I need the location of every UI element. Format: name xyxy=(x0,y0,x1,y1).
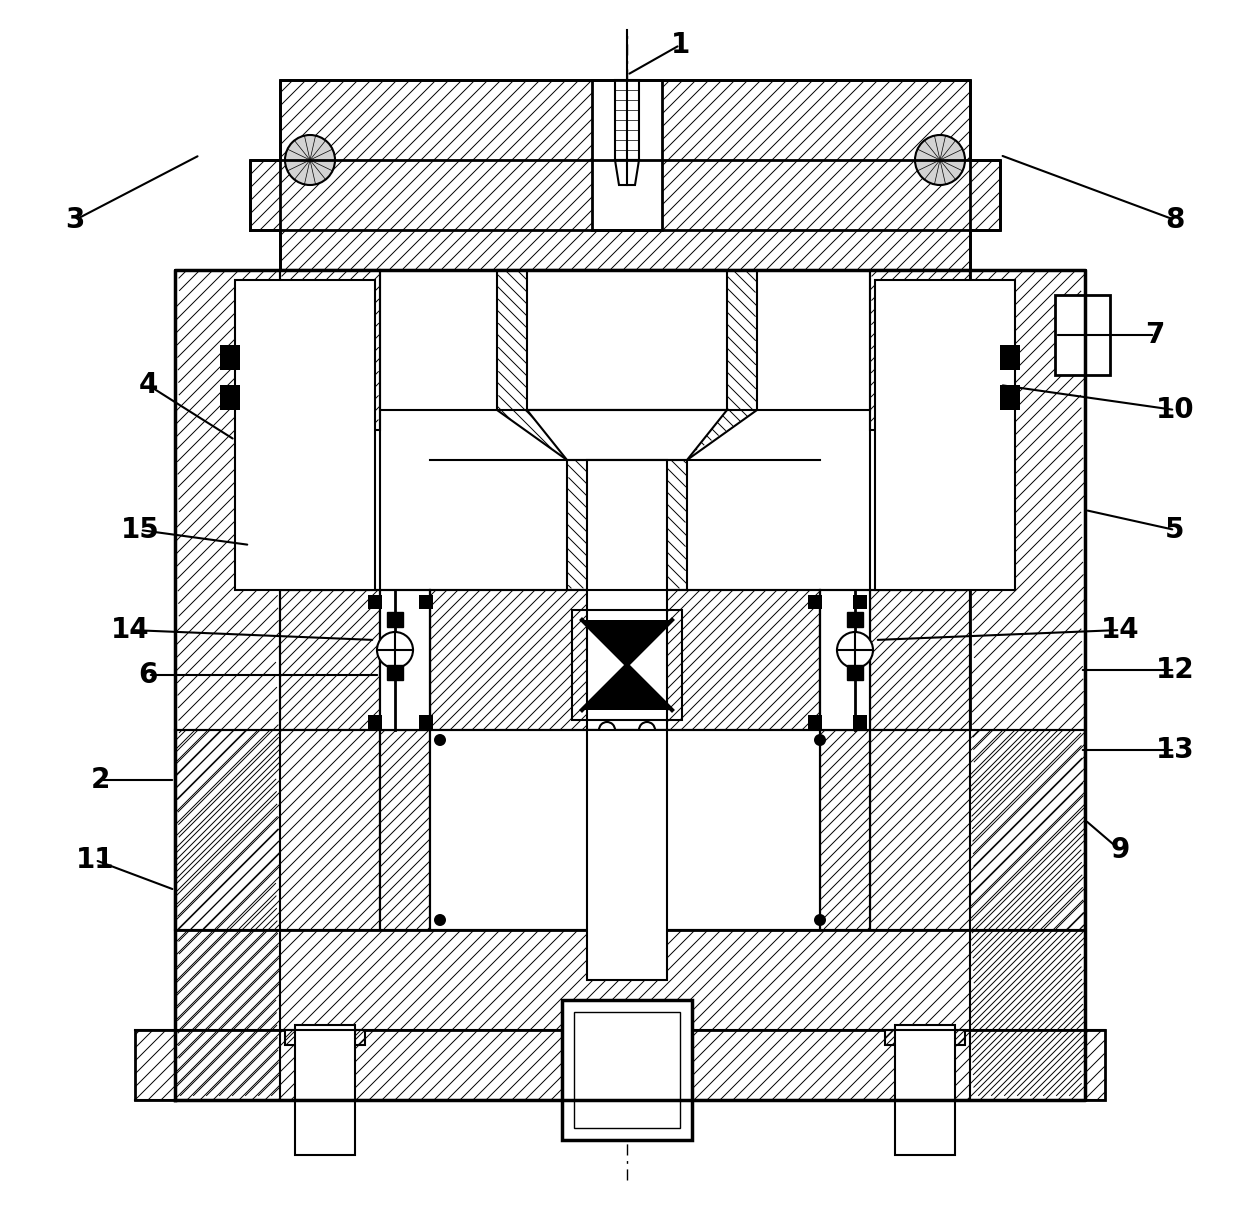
Polygon shape xyxy=(430,590,820,729)
Bar xyxy=(367,595,382,609)
Circle shape xyxy=(814,734,826,747)
Text: 13: 13 xyxy=(1156,736,1194,764)
Polygon shape xyxy=(885,1030,966,1046)
Text: 6: 6 xyxy=(138,661,158,689)
Polygon shape xyxy=(380,729,430,930)
Circle shape xyxy=(599,722,614,738)
Polygon shape xyxy=(250,80,999,271)
Bar xyxy=(387,613,403,627)
Text: 2: 2 xyxy=(90,766,109,795)
Bar xyxy=(419,715,433,729)
Text: 5: 5 xyxy=(1165,517,1185,544)
Polygon shape xyxy=(497,271,757,590)
Text: 4: 4 xyxy=(138,371,158,399)
Bar xyxy=(853,715,867,729)
Text: 15: 15 xyxy=(120,517,159,544)
Polygon shape xyxy=(176,729,380,930)
Text: 14: 14 xyxy=(110,616,149,645)
Bar xyxy=(820,590,870,729)
Bar xyxy=(527,271,727,410)
Circle shape xyxy=(434,734,446,747)
Circle shape xyxy=(640,722,655,738)
Bar xyxy=(219,344,240,370)
Circle shape xyxy=(915,135,966,184)
Bar xyxy=(587,729,667,980)
Text: 8: 8 xyxy=(1165,205,1185,234)
Bar xyxy=(219,385,240,410)
Text: 14: 14 xyxy=(1101,616,1140,645)
Polygon shape xyxy=(870,590,971,729)
Text: 7: 7 xyxy=(1145,321,1165,349)
Bar xyxy=(574,1012,680,1128)
Circle shape xyxy=(434,914,446,926)
Text: 9: 9 xyxy=(1110,836,1130,863)
Bar xyxy=(562,1000,692,1140)
Bar xyxy=(419,595,433,609)
Bar xyxy=(592,80,662,230)
Polygon shape xyxy=(527,410,727,460)
Bar xyxy=(367,715,382,729)
Text: 3: 3 xyxy=(65,205,85,234)
Polygon shape xyxy=(582,665,672,710)
Bar xyxy=(430,729,820,930)
Text: 11: 11 xyxy=(75,846,114,875)
Bar xyxy=(808,595,823,609)
Polygon shape xyxy=(820,729,870,930)
Circle shape xyxy=(285,135,335,184)
Bar xyxy=(999,344,1020,370)
Bar xyxy=(1055,295,1110,375)
Bar xyxy=(808,715,823,729)
Circle shape xyxy=(377,632,413,668)
Text: 1: 1 xyxy=(671,31,690,59)
Text: 10: 10 xyxy=(1156,396,1194,424)
Text: 12: 12 xyxy=(1156,656,1194,684)
Circle shape xyxy=(836,632,873,668)
Bar xyxy=(234,280,375,590)
Polygon shape xyxy=(870,729,1085,930)
Bar xyxy=(875,280,1014,590)
Polygon shape xyxy=(285,1030,365,1046)
Bar xyxy=(895,1025,956,1155)
Polygon shape xyxy=(280,590,380,729)
Bar xyxy=(999,385,1020,410)
Polygon shape xyxy=(614,160,640,184)
Bar xyxy=(846,665,863,680)
Polygon shape xyxy=(870,271,971,590)
Bar xyxy=(587,460,667,729)
Bar xyxy=(846,613,863,627)
Polygon shape xyxy=(971,271,1085,1100)
Polygon shape xyxy=(176,271,280,1100)
Bar xyxy=(380,590,430,729)
Polygon shape xyxy=(176,930,1085,1030)
Polygon shape xyxy=(582,620,672,665)
Circle shape xyxy=(814,914,826,926)
Bar xyxy=(295,1025,355,1155)
Polygon shape xyxy=(280,271,380,590)
Bar xyxy=(572,610,682,720)
Bar xyxy=(387,665,403,680)
Bar xyxy=(614,80,640,160)
Polygon shape xyxy=(135,1030,1105,1100)
Bar xyxy=(853,595,867,609)
